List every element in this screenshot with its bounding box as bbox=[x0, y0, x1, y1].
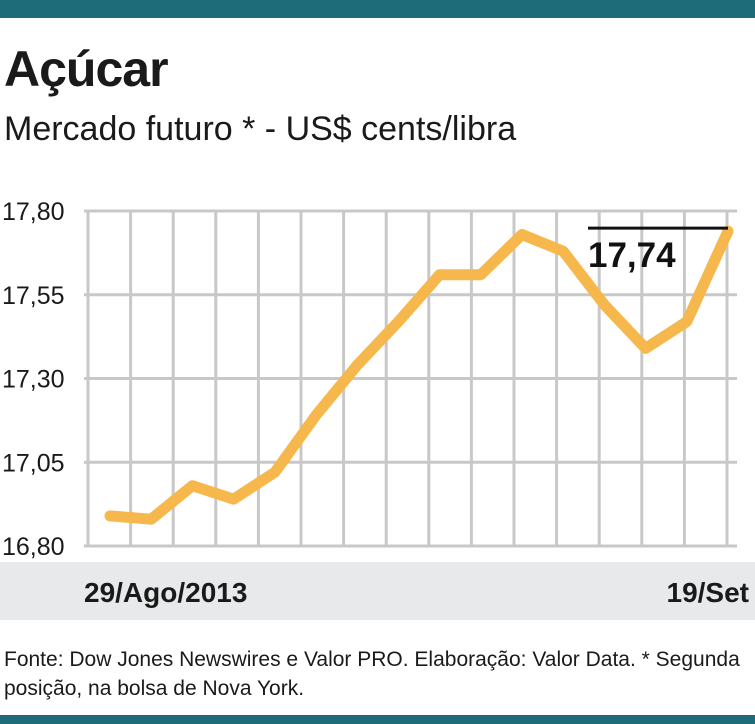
y-tick-label: 17,05 bbox=[2, 449, 65, 477]
highlight-value-label: 17,74 bbox=[588, 236, 676, 275]
y-tick-label: 17,80 bbox=[2, 198, 65, 226]
chart-title: Açúcar bbox=[4, 41, 169, 97]
x-axis-band bbox=[0, 562, 755, 620]
source-note: Fonte: Dow Jones Newswires e Valor PRO. … bbox=[4, 648, 740, 700]
bottom-band bbox=[0, 715, 755, 724]
top-band bbox=[0, 0, 755, 18]
y-tick-label: 17,30 bbox=[2, 366, 65, 394]
chart-subtitle: Mercado futuro * - US$ cents/libra bbox=[4, 110, 517, 148]
y-tick-label: 16,80 bbox=[2, 533, 65, 560]
x-start-label: 29/Ago/2013 bbox=[84, 577, 248, 608]
y-tick-label: 17,55 bbox=[2, 282, 65, 310]
x-end-label: 19/Set bbox=[666, 577, 750, 608]
line-chart: 17,80 17,55 17,30 17,05 16,80 17,74 bbox=[2, 198, 737, 560]
series-line bbox=[104, 225, 734, 525]
